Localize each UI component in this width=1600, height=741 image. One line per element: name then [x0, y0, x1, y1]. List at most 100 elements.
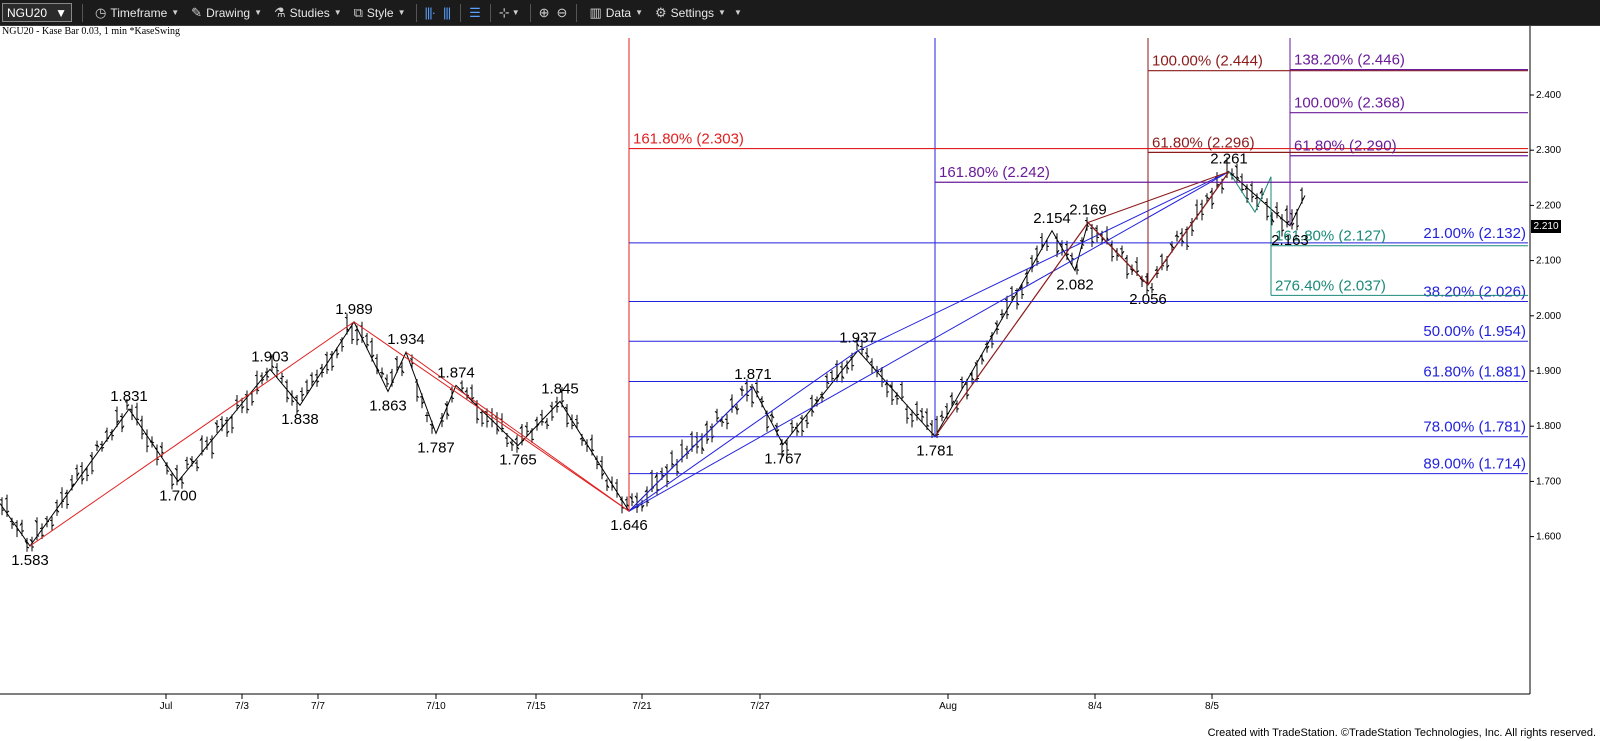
price-bar-close [216, 425, 220, 428]
price-bar-close [261, 378, 265, 381]
zoom-out-icon[interactable]: ⊖ [556, 4, 568, 20]
price-bar-close [371, 354, 375, 358]
swing-label: 1.903 [251, 348, 289, 365]
price-bar-open [369, 340, 373, 343]
style-menu[interactable]: ⧉ Style ▼ [354, 5, 406, 21]
price-bar-close [321, 371, 325, 374]
price-bar-open [1059, 243, 1063, 246]
bar-spacing-icon[interactable]: |||· [424, 5, 437, 20]
price-bar-open [34, 519, 38, 524]
price-bar-close [831, 377, 835, 380]
price-bar-open [429, 423, 433, 427]
cursor-icon[interactable]: ⊹ [498, 4, 510, 20]
price-bar-close [81, 477, 85, 482]
price-bar-close [476, 417, 480, 421]
y-tick-label: 1.900 [1536, 366, 1561, 377]
price-bar-close [1236, 176, 1240, 180]
x-tick-label: 7/7 [311, 701, 325, 712]
price-bar-close [416, 395, 420, 398]
price-bar-open [539, 414, 543, 416]
chevron-down-icon: ▼ [333, 8, 342, 17]
price-bar-open [869, 360, 873, 363]
price-bar-close [841, 375, 845, 379]
price-bar-open [914, 403, 918, 405]
swing-label: 1.831 [110, 388, 148, 405]
price-bar-open [664, 466, 668, 470]
style-icon: ⧉ [353, 4, 363, 20]
price-bar-open [814, 398, 818, 403]
price-bar-open [1079, 239, 1083, 242]
price-bar-close [196, 466, 200, 469]
price-bar-open [1069, 254, 1073, 257]
price-bar-close [836, 375, 840, 379]
price-bar-close [821, 395, 825, 399]
wave-line-red [353, 321, 630, 512]
timeframe-menu[interactable]: ◷ Timeframe ▼ [95, 5, 179, 21]
retracement-label: 21.00% (2.132) [1423, 225, 1526, 242]
price-bar-close [1176, 235, 1180, 238]
swing-label: 2.163 [1271, 232, 1309, 249]
zoom-in-icon[interactable]: ⊕ [538, 4, 550, 20]
swing-label: 1.787 [417, 439, 455, 456]
wave-line-red [29, 321, 355, 547]
last-price-tag: 2.210 [1531, 220, 1561, 233]
layout-icon[interactable]: ☰ [469, 4, 481, 20]
price-bar-open [729, 397, 733, 401]
price-bar-open [1274, 206, 1278, 209]
price-bar-open [44, 517, 48, 521]
toolbar-divider [82, 3, 83, 22]
price-bar-open [1209, 190, 1213, 194]
price-bar-open [1299, 189, 1303, 191]
price-bar-close [566, 422, 570, 425]
price-bar-close [1296, 225, 1300, 228]
price-bar-open [1024, 271, 1028, 275]
wave-line-maroon [1147, 171, 1230, 286]
price-bar-close [296, 410, 300, 412]
swing-label: 1.767 [764, 450, 802, 467]
price-bar-close [266, 375, 270, 378]
price-bar-close [886, 391, 890, 393]
data-menu[interactable]: ▥ Data ▼ [589, 5, 643, 21]
chevron-down-icon[interactable]: ▼ [733, 8, 742, 17]
settings-menu[interactable]: ⚙ Settings ▼ [655, 5, 726, 21]
y-tick-label: 2.300 [1536, 145, 1561, 156]
price-bar-open [1249, 184, 1253, 187]
chevron-down-icon: ▼ [55, 5, 67, 20]
chevron-down-icon: ▼ [635, 8, 644, 17]
price-bar-open [659, 471, 663, 473]
price-bar-open [944, 405, 948, 409]
price-bar-close [796, 429, 800, 433]
price-bar-close [421, 401, 425, 405]
price-bar-close [726, 422, 730, 425]
price-bar-open [949, 394, 953, 398]
price-bar-close [516, 446, 520, 450]
data-label: Data [605, 5, 632, 20]
price-bar-close [1271, 218, 1275, 223]
studies-menu[interactable]: ⚗ Studies ▼ [274, 5, 342, 21]
retracement-label: 38.20% (2.026) [1423, 283, 1526, 300]
price-bar-close [51, 524, 55, 527]
price-bar-close [606, 484, 610, 489]
swing-label: 1.781 [916, 443, 954, 460]
price-bar-open [894, 394, 898, 398]
price-bar-open [384, 377, 388, 381]
price-bar-open [64, 491, 68, 495]
drawing-menu[interactable]: ✎ Drawing ▼ [191, 5, 262, 21]
toolbar-divider [460, 3, 462, 22]
price-bar-close [856, 343, 860, 347]
toolbar-divider [576, 3, 578, 22]
retracement-label: 89.00% (1.714) [1423, 456, 1526, 473]
price-bar-open [684, 448, 688, 450]
y-tick-label: 1.800 [1536, 421, 1561, 432]
symbol-selector[interactable]: NGU20 ▼ [2, 3, 72, 22]
price-bar-close [661, 474, 665, 477]
price-bar-close [706, 438, 710, 442]
price-bar-close [366, 343, 370, 346]
price-bar-open [654, 473, 658, 479]
price-bar-close [751, 400, 755, 404]
price-bar-open [1124, 256, 1128, 260]
price-bar-close [1211, 202, 1215, 206]
bar-width-icon[interactable]: ||| [443, 5, 451, 20]
price-bar-close [756, 390, 760, 393]
